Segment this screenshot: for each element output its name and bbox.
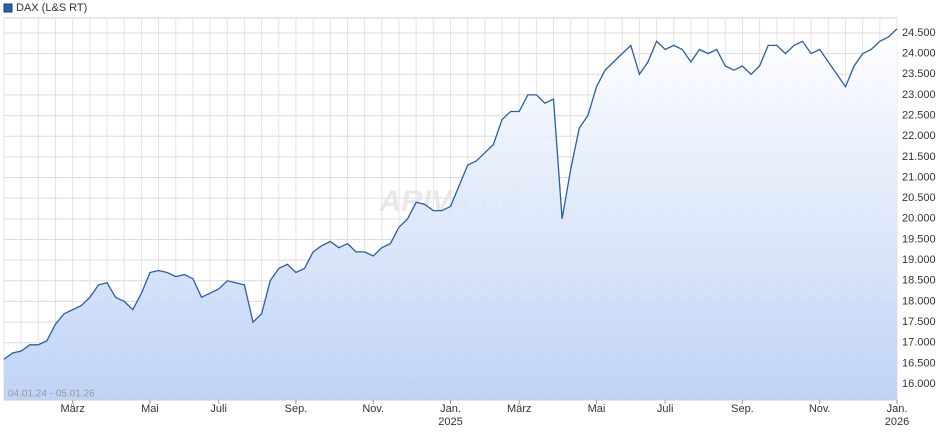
x-tick-label: Jan. 2026 — [884, 403, 910, 428]
x-tick-label: Sep. — [731, 403, 754, 415]
y-tick-label: 18.000 — [902, 295, 936, 307]
legend-label: DAX (L&S RT) — [16, 2, 87, 14]
y-tick-label: 22.000 — [902, 130, 936, 142]
y-tick-label: 23.500 — [902, 68, 936, 80]
x-tick-label: Nov. — [362, 403, 385, 415]
area — [4, 28, 897, 401]
x-tick-label: Jan. 2025 — [438, 403, 463, 428]
legend-swatch — [3, 3, 13, 13]
x-tick-label: März — [506, 403, 532, 415]
y-tick-label: 21.000 — [902, 171, 936, 183]
y-tick-label: 24.000 — [902, 48, 936, 60]
y-tick-label: 20.000 — [902, 213, 936, 225]
y-tick-label: 16.500 — [902, 357, 936, 369]
x-tick-label: März — [60, 403, 85, 415]
x-tick-label: Mai — [141, 403, 159, 415]
line — [3, 28, 898, 360]
x-tick-label: Nov. — [808, 403, 831, 415]
y-tick-label: 22.500 — [902, 109, 936, 121]
y-tick-label: 17.500 — [902, 316, 936, 328]
y-tick-label: 23.000 — [902, 89, 936, 101]
y-tick-label: 20.500 — [902, 192, 936, 204]
x-tick-label: Juli — [656, 403, 674, 415]
y-tick-label: 24.500 — [902, 27, 936, 39]
range-label: 04.01.24 - 05.01.26 — [8, 389, 95, 400]
y-tick-label: 21.500 — [902, 151, 936, 163]
x-tick-label: Sep. — [284, 403, 308, 415]
y-tick-label: 19.500 — [902, 233, 936, 245]
y-tick-label: 18.500 — [902, 275, 936, 287]
x-tick-label: Juli — [210, 403, 227, 415]
x-tick-label: Mai — [587, 403, 606, 415]
y-tick-label: 19.000 — [902, 254, 936, 266]
y-tick-label: 16.000 — [902, 378, 936, 390]
y-tick-label: 17.000 — [902, 337, 936, 349]
